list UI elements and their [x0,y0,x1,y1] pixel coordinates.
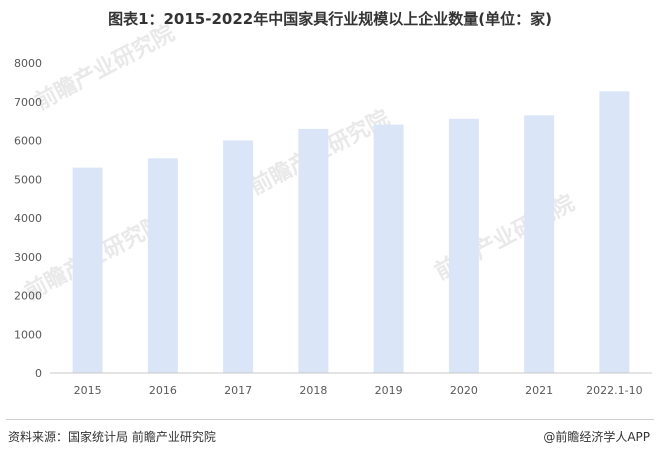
bar-2015 [72,167,103,373]
x-tick-label: 2017 [224,384,252,397]
bar-2016 [147,158,178,373]
x-tick-label: 2020 [450,384,478,397]
watermark-text: 前瞻产业研究院 [31,20,179,115]
bar-2019 [373,124,404,373]
y-tick-label: 7000 [14,96,42,109]
bar-series [72,91,630,373]
source-note: 资料来源：国家统计局 前瞻产业研究院 [8,430,216,444]
y-axis-ticks: 0 1000 2000 3000 4000 5000 6000 7000 8000 [14,57,42,380]
footer-divider [6,419,654,420]
y-tick-label: 2000 [14,290,42,303]
x-tick-label: 2015 [74,384,102,397]
y-tick-label: 5000 [14,173,42,186]
bar-2021 [524,115,555,373]
y-tick-label: 8000 [14,57,42,70]
x-tick-label: 2022.1-10 [586,384,642,397]
brand-credit: @前瞻经济学人APP [543,430,650,444]
bar-2022.1-10 [599,91,630,373]
bar-2017 [223,140,254,373]
x-tick-label: 2019 [375,384,403,397]
y-tick-label: 3000 [14,251,42,264]
x-tick-label: 2016 [149,384,177,397]
x-tick-label: 2021 [525,384,553,397]
bar-2018 [298,128,329,373]
bar-2020 [448,118,479,373]
chart-title: 图表1：2015-2022年中国家具行业规模以上企业数量(单位：家) [108,10,552,28]
x-tick-label: 2018 [299,384,327,397]
y-tick-label: 1000 [14,328,42,341]
y-tick-label: 0 [35,367,42,380]
x-axis-ticks: 2015 2016 2017 2018 2019 2020 2021 2022.1-10 [74,384,643,397]
y-tick-label: 4000 [14,212,42,225]
y-tick-label: 6000 [14,135,42,148]
